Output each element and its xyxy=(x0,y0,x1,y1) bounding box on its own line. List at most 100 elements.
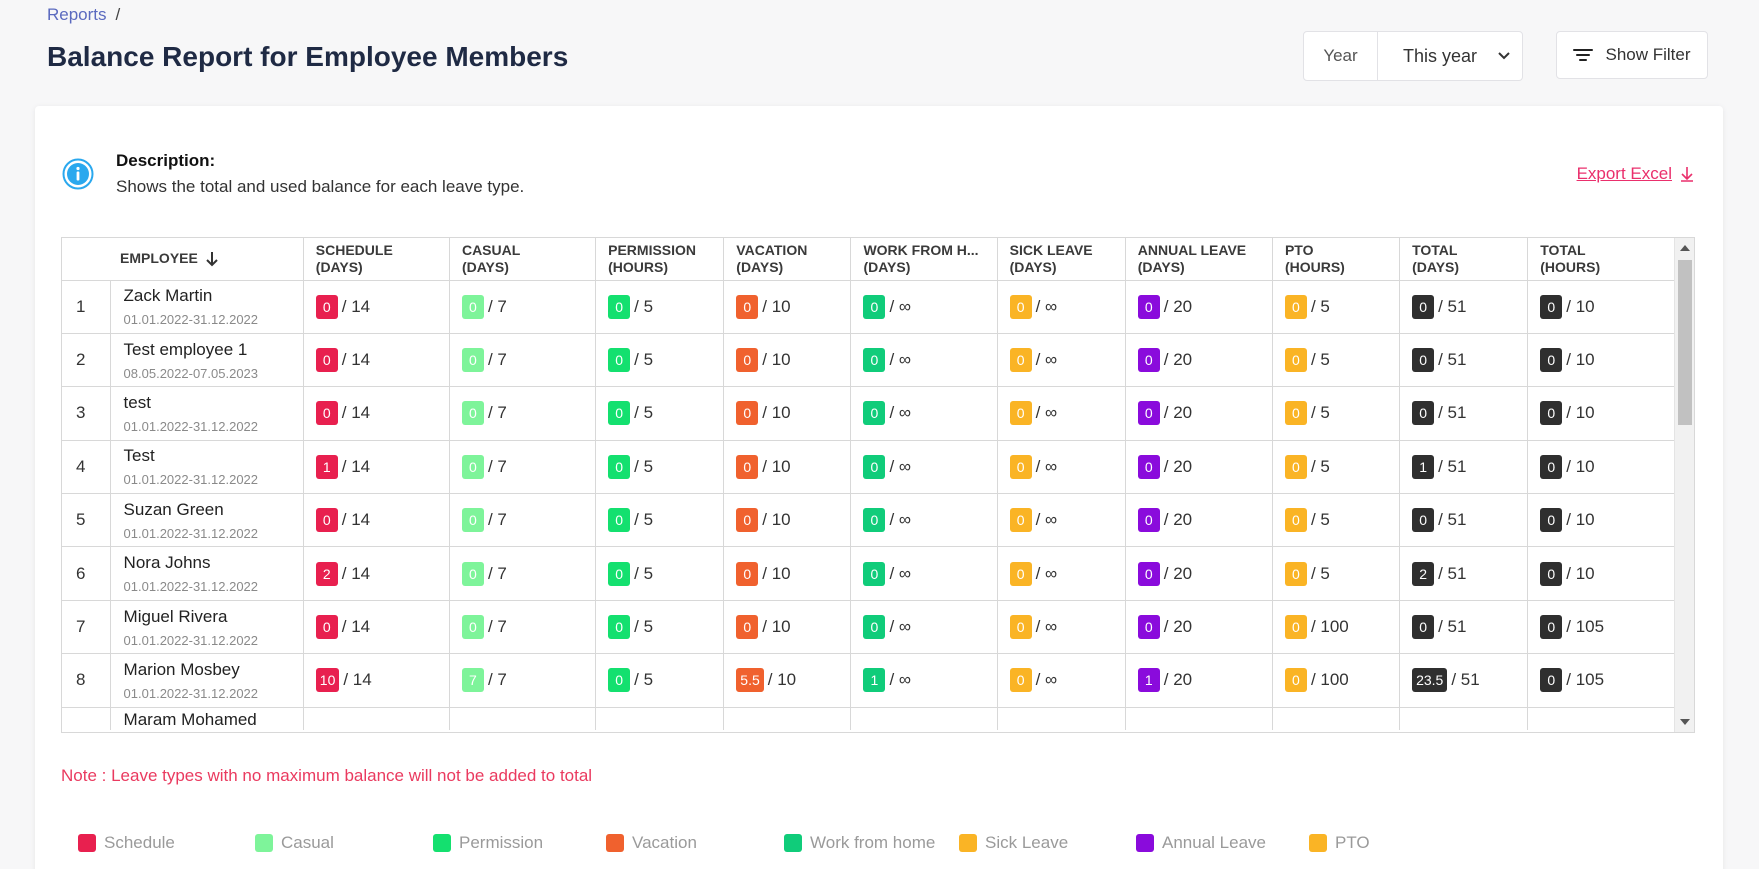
total_hours-total: / 10 xyxy=(1566,510,1595,530)
permission-used-badge: 0 xyxy=(608,615,631,640)
cell-annual: 0/ 20 xyxy=(1124,600,1273,655)
report-card: Description: Shows the total and used ba… xyxy=(35,106,1723,869)
cell-casual: 0/ 7 xyxy=(448,600,596,655)
cell-casual xyxy=(448,707,596,730)
table-row[interactable]: 7 Miguel Rivera 01.01.2022-31.12.2022 0/ 14… xyxy=(62,600,1675,655)
table-row[interactable]: 1 Zack Martin 01.01.2022-31.12.2022 0/ 14 0/… xyxy=(62,280,1675,334)
cell-wfh: 0/ ∞ xyxy=(850,386,998,441)
employee-period: 01.01.2022-31.12.2022 xyxy=(123,312,259,328)
schedule-used-badge: 0 xyxy=(315,348,338,373)
cell-annual: 0/ 20 xyxy=(1124,493,1273,548)
scroll-down-arrow-icon[interactable] xyxy=(1680,719,1690,725)
header-casual-line2: (DAYS) xyxy=(461,258,509,275)
cell-pto: 0/ 100 xyxy=(1271,600,1400,655)
permission-used-badge: 0 xyxy=(608,561,631,586)
cell-wfh: 0/ ∞ xyxy=(850,546,998,601)
employee-name[interactable]: Test xyxy=(123,446,155,466)
total_days-used-badge: 0 xyxy=(1412,508,1435,533)
export-excel-link[interactable]: Export Excel xyxy=(1577,164,1694,184)
permission-total: / 5 xyxy=(634,510,654,530)
legend-swatch xyxy=(1136,834,1154,852)
employee-name[interactable]: Nora Johns xyxy=(123,553,211,573)
cell-wfh: 1/ ∞ xyxy=(850,653,998,708)
pto-total: / 5 xyxy=(1310,563,1330,583)
cell-annual: 0/ 20 xyxy=(1124,546,1273,601)
row-index: 7 xyxy=(62,600,111,655)
header-total_days-line1: TOTAL xyxy=(1412,241,1458,258)
vacation-total: / 10 xyxy=(762,350,791,370)
cell-pto xyxy=(1271,707,1400,730)
year-select[interactable]: This year xyxy=(1378,32,1522,80)
table-row[interactable]: 2 Test employee 1 08.05.2022-07.05.2023 0/ … xyxy=(62,333,1675,388)
employee-name[interactable]: Marion Mosbey xyxy=(123,659,240,679)
year-select-value: This year xyxy=(1403,45,1478,66)
wfh-used-badge: 1 xyxy=(863,668,886,693)
total_hours-used-badge: 0 xyxy=(1540,401,1563,426)
cell-annual: 0/ 20 xyxy=(1124,333,1273,388)
vacation-total: / 10 xyxy=(767,670,797,690)
wfh-used-badge: 0 xyxy=(863,561,886,586)
total_days-total: / 51 xyxy=(1438,403,1467,423)
table-scrollbar[interactable] xyxy=(1674,238,1694,732)
table-row[interactable]: 8 Marion Mosbey 01.01.2022-31.12.2022 10/ 1… xyxy=(62,653,1675,708)
total_hours-total: / 10 xyxy=(1566,296,1595,316)
employee-cell: Suzan Green 01.01.2022-31.12.2022 xyxy=(109,493,304,548)
pto-used-badge: 0 xyxy=(1284,561,1307,586)
table-row[interactable]: 5 Suzan Green 01.01.2022-31.12.2022 0/ 14 0/… xyxy=(62,493,1675,548)
show-filter-button[interactable]: Show Filter xyxy=(1556,31,1708,79)
employee-cell: Miguel Rivera 01.01.2022-31.12.2022 xyxy=(109,600,304,655)
table-row[interactable]: 6 Nora Johns 01.01.2022-31.12.2022 2/ 14 0/ … xyxy=(62,546,1675,601)
sick-total: / ∞ xyxy=(1035,350,1058,370)
scroll-up-arrow-icon[interactable] xyxy=(1680,245,1690,251)
vacation-total: / 10 xyxy=(762,510,791,530)
total_days-total: / 51 xyxy=(1438,563,1467,583)
sick-total: / ∞ xyxy=(1035,563,1058,583)
cell-vacation: 0/ 10 xyxy=(723,440,851,495)
sort-down-icon[interactable] xyxy=(206,251,218,267)
casual-used-badge: 0 xyxy=(461,348,484,373)
employee-cell: Marion Mosbey 01.01.2022-31.12.2022 xyxy=(109,653,304,708)
header-sick-line2: (DAYS) xyxy=(1009,258,1057,275)
pto-total: / 100 xyxy=(1310,617,1349,637)
pto-used-badge: 0 xyxy=(1284,401,1307,426)
total_days-used-badge: 23.5 xyxy=(1412,668,1448,693)
legend-swatch xyxy=(78,834,96,852)
breadcrumb-reports-link[interactable]: Reports xyxy=(47,5,107,24)
employee-name[interactable]: test xyxy=(123,392,151,412)
casual-used-badge: 0 xyxy=(461,454,484,479)
table-row[interactable]: Maram Mohamed xyxy=(62,707,1675,730)
cell-casual: 0/ 7 xyxy=(448,546,596,601)
employee-name[interactable]: Miguel Rivera xyxy=(123,606,228,626)
cell-schedule: 0/ 14 xyxy=(302,386,450,441)
cell-casual: 0/ 7 xyxy=(448,280,596,334)
cell-schedule: 0/ 14 xyxy=(302,280,450,334)
employee-name[interactable]: Test employee 1 xyxy=(123,339,248,359)
header-pto: PTO (HOURS) xyxy=(1271,238,1400,281)
cell-total_hours xyxy=(1527,707,1675,730)
cell-wfh: 0/ ∞ xyxy=(850,493,998,548)
permission-total: / 5 xyxy=(634,456,654,476)
cell-vacation: 0/ 10 xyxy=(723,333,851,388)
cell-total_days: 0/ 51 xyxy=(1399,280,1528,334)
legend-label: Annual Leave xyxy=(1162,833,1266,852)
cell-total_hours: 0/ 10 xyxy=(1527,333,1675,388)
wfh-used-badge: 0 xyxy=(863,348,886,373)
employee-name[interactable]: Maram Mohamed xyxy=(123,709,257,729)
cell-total_hours: 0/ 105 xyxy=(1527,653,1675,708)
cell-sick: 0/ ∞ xyxy=(996,333,1126,388)
download-arrow-icon xyxy=(1681,167,1693,182)
employee-name[interactable]: Suzan Green xyxy=(123,499,224,519)
schedule-total: / 14 xyxy=(341,296,371,316)
scrollbar-thumb[interactable] xyxy=(1678,260,1692,425)
header-employee[interactable]: EMPLOYEE xyxy=(110,238,304,281)
cell-wfh xyxy=(850,707,998,730)
cell-sick: 0/ ∞ xyxy=(996,546,1126,601)
row-index xyxy=(62,707,110,730)
cell-total_hours: 0/ 10 xyxy=(1527,493,1675,548)
employee-name[interactable]: Zack Martin xyxy=(123,286,213,306)
annual-used-badge: 0 xyxy=(1137,294,1160,319)
employee-period: 01.01.2022-31.12.2022 xyxy=(123,525,259,541)
annual-total: / 20 xyxy=(1163,510,1193,530)
